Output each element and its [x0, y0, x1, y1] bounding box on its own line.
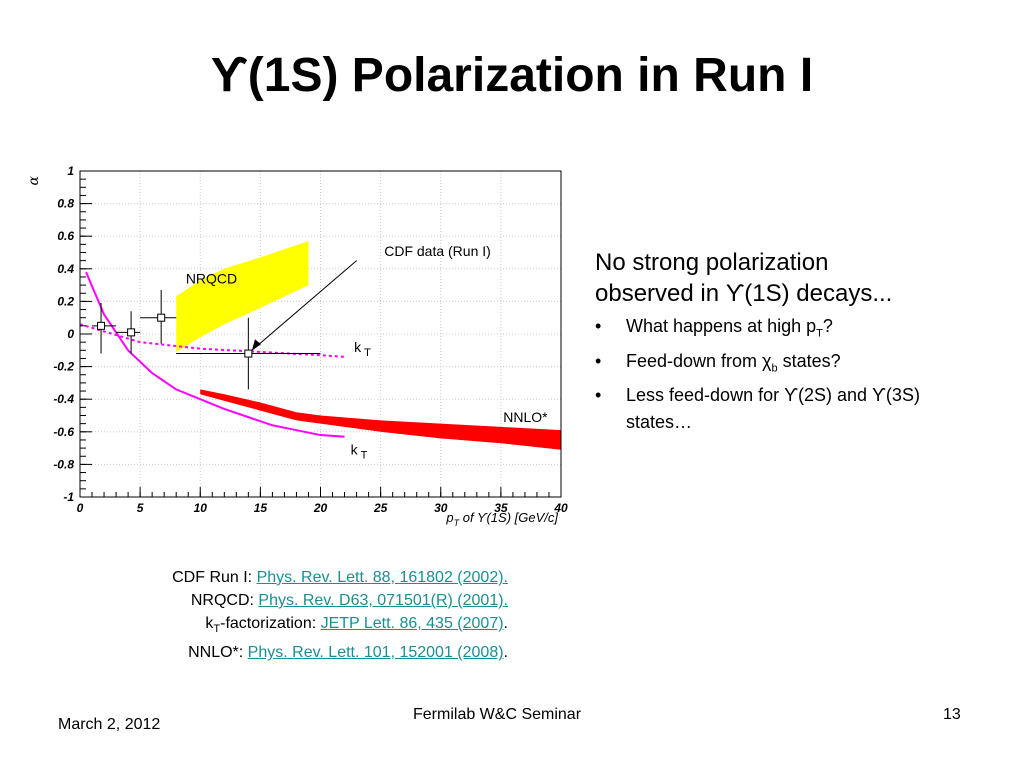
reference-link-nnlo[interactable]: Phys. Rev. Lett. 101, 152001 (2008) [247, 644, 504, 662]
reference-label-tail: -factorization: [220, 615, 321, 632]
slide-title: ϒ(1S) Polarization in Run I [210, 49, 814, 102]
series-layer [79, 241, 561, 450]
polarization-chart: 0 5 10 15 20 25 30 35 40 1 0.8 0.6 0.4 0.2 0 -0.2 -0.4 -0… [28, 164, 568, 528]
y-tick-label: -0.4 [53, 392, 74, 406]
reference-tail: . [503, 615, 508, 632]
y-tick-label: -0.8 [53, 457, 74, 471]
footer-seminar: Fermilab W&C Seminar [413, 706, 582, 723]
tick-layer [79, 170, 562, 498]
x-tick-label: 15 [254, 501, 268, 515]
bullet-subscript: T [816, 327, 823, 340]
bullet-symbol: • [595, 350, 602, 371]
reference-label: NNLO*: [188, 644, 248, 662]
notes-bullet-list: • What happens at high pT? • Feed-down fro… [595, 313, 1015, 436]
bullet-text-tail: states? [777, 350, 841, 371]
y-axis-label: α [28, 175, 42, 185]
x-tick-label: 5 [137, 501, 144, 515]
x-tick-label: 10 [194, 501, 208, 515]
arrow-head [251, 339, 261, 351]
grid-layer [80, 171, 561, 497]
data-point [97, 321, 106, 330]
cdf-annotation-arrow [251, 260, 357, 351]
data-points-layer [92, 289, 321, 390]
reference-row: CDF Run I: Phys. Rev. Lett. 88, 161802 (… [172, 566, 508, 589]
y-tick-label: 0.6 [57, 229, 74, 243]
y-tick-label: -0.6 [53, 425, 74, 439]
footer-date: March 2, 2012 [58, 716, 161, 733]
reference-link-nrqcd[interactable]: Phys. Rev. D63, 071501(R) (2001). [258, 592, 508, 609]
x-tick-label: 35 [494, 501, 508, 515]
notes-lead-line-1: No strong polarization [595, 249, 829, 276]
notes-lead-line-2: observed in ϒ(1S) decays... [595, 280, 893, 307]
x-tick-label: 30 [434, 501, 448, 515]
nrqcd-label: NRQCD [186, 270, 237, 286]
y-tick-label: 0.8 [57, 197, 74, 211]
bullet-symbol: • [595, 385, 602, 406]
y-tick-label: 0.4 [57, 262, 74, 276]
reference-row: kT-factorization: JETP Lett. 86, 435 (20… [172, 612, 508, 641]
data-point [244, 349, 253, 358]
nrqcd-band [176, 241, 309, 352]
bullet-item: • Less feed-down for ϒ(2S) and ϒ(3S) stat… [595, 382, 956, 436]
bullet-symbol: • [595, 316, 602, 336]
reference-label: NRQCD: [190, 592, 259, 609]
kt-upper-curve [79, 323, 345, 358]
reference-row: NRQCD: Phys. Rev. D63, 071501(R) (2001). [172, 589, 508, 612]
x-tick-label: 0 [77, 501, 84, 515]
notes-panel: No strong polarization observed in ϒ(1S)… [595, 247, 1015, 436]
bullet-text: Less feed-down for ϒ(2S) and ϒ(3S) state… [626, 385, 920, 433]
y-tick-label: 0.2 [57, 294, 74, 308]
tick-label-layer: 0 5 10 15 20 25 30 35 40 1 0.8 0.6 0.4 0.2 0 -0.2 -0.4 -0… [53, 164, 568, 515]
references: CDF Run I: Phys. Rev. Lett. 88, 161802 (… [172, 566, 508, 664]
reference-label: CDF Run I: [172, 569, 257, 586]
reference-tail: . [503, 644, 508, 662]
kt-lower-curve [85, 271, 345, 438]
bullet-subscript: b [771, 362, 778, 375]
bullet-item: • What happens at high pT? [595, 313, 1015, 348]
bullet-text: What happens at high p [626, 316, 817, 336]
data-point [127, 328, 136, 337]
y-tick-label: 0 [67, 327, 74, 341]
footer-page-number: 13 [943, 706, 961, 723]
y-tick-label: -1 [63, 490, 74, 504]
x-tick-label: 40 [553, 501, 568, 515]
reference-label: k [205, 615, 214, 632]
bullet-item: • Feed-down from χb states? [595, 348, 1015, 383]
bullet-text-tail: ? [822, 316, 833, 336]
nnlo-label: NNLO* [503, 409, 548, 425]
reference-link-cdf[interactable]: Phys. Rev. Lett. 88, 161802 (2002). [256, 569, 508, 586]
bullet-text: Feed-down from χ [626, 350, 772, 371]
cdf-annotation: CDF data (Run I) [384, 243, 491, 259]
notes-lead: No strong polarization observed in ϒ(1S)… [595, 247, 1015, 309]
reference-row: NNLO*: Phys. Rev. Lett. 101, 152001 (200… [172, 641, 508, 664]
x-tick-label: 20 [313, 501, 328, 515]
y-tick-label: -0.2 [53, 360, 74, 374]
data-point [157, 313, 166, 322]
reference-link-kt[interactable]: JETP Lett. 86, 435 (2007) [320, 615, 504, 632]
reference-label-subscript: T [213, 623, 221, 636]
nnlo-band [200, 389, 561, 450]
y-tick-label: 1 [67, 164, 74, 178]
x-tick-label: 25 [373, 501, 388, 515]
x-axis-label: pT of ϒ(1S) [GeV/c] [445, 510, 558, 528]
